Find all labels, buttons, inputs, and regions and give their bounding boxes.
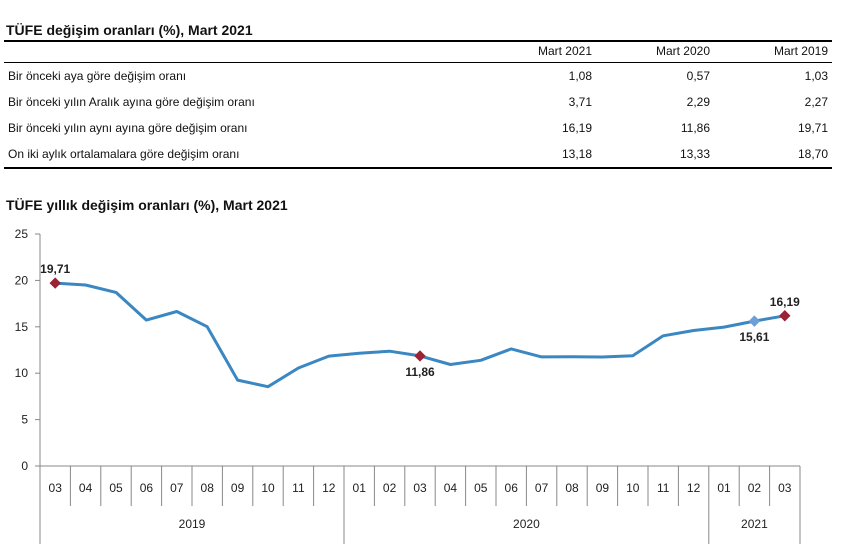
year-label: 2019: [179, 517, 206, 531]
x-tick-label: 10: [626, 481, 640, 495]
stats-table: Mart 2021 Mart 2020 Mart 2019 Bir önceki…: [4, 40, 832, 169]
x-tick-label: 01: [717, 481, 731, 495]
row-label: Bir önceki aya göre değişim oranı: [8, 69, 187, 83]
x-tick-label: 01: [353, 481, 367, 495]
x-tick-label: 03: [778, 481, 792, 495]
data-label: 11,86: [405, 365, 435, 379]
x-tick-label: 02: [383, 481, 397, 495]
cell: 3,71: [568, 95, 592, 109]
y-tick-label: 20: [15, 273, 29, 287]
data-point-marker: [748, 315, 761, 327]
x-tick-label: 03: [413, 481, 427, 495]
cell: 19,71: [797, 121, 828, 135]
x-tick-label: 11: [292, 481, 305, 495]
cell: 18,70: [714, 141, 832, 169]
x-tick-label: 06: [140, 481, 154, 495]
x-tick-label: 02: [748, 481, 762, 495]
y-tick-label: 0: [21, 459, 28, 473]
header-col: Mart 2019: [714, 40, 832, 63]
cell: 13,33: [596, 141, 714, 169]
y-tick-label: 10: [15, 366, 29, 380]
header-empty: [4, 40, 478, 63]
year-label: 2020: [513, 517, 540, 531]
x-tick-label: 12: [687, 481, 701, 495]
data-point-marker: [49, 277, 61, 289]
x-tick-label: 04: [444, 481, 458, 495]
data-point-marker: [414, 350, 426, 362]
y-tick-label: 5: [21, 413, 28, 427]
x-tick-label: 03: [49, 481, 63, 495]
data-point-marker: [779, 310, 791, 322]
table-header-row: Mart 2021 Mart 2020 Mart 2019: [4, 40, 832, 63]
x-tick-label: 06: [505, 481, 519, 495]
x-tick-label: 08: [565, 481, 579, 495]
x-tick-label: 11: [657, 481, 670, 495]
x-tick-label: 12: [322, 481, 336, 495]
cell: 16,19: [561, 121, 592, 135]
y-tick-label: 15: [15, 320, 29, 334]
x-tick-label: 07: [535, 481, 549, 495]
table-row: Bir önceki yılın aynı ayına göre değişim…: [4, 115, 832, 141]
x-tick-label: 05: [109, 481, 123, 495]
header-col: Mart 2021: [478, 40, 596, 63]
cell: 1,08: [568, 69, 592, 83]
x-tick-label: 09: [231, 481, 245, 495]
cell: 11,86: [680, 121, 710, 135]
x-tick-label: 10: [261, 481, 275, 495]
year-label: 2021: [741, 517, 768, 531]
x-tick-label: 07: [170, 481, 184, 495]
data-label: 19,71: [40, 262, 70, 276]
table-row: On iki aylık ortalamalara göre değişim o…: [4, 141, 832, 169]
x-tick-label: 09: [596, 481, 610, 495]
row-label: Bir önceki yılın Aralık ayına göre değiş…: [8, 95, 255, 109]
table-row: Bir önceki aya göre değişim oranı 1,08 0…: [4, 63, 832, 90]
table-row: Bir önceki yılın Aralık ayına göre değiş…: [4, 89, 832, 115]
row-label: On iki aylık ortalamalara göre değişim o…: [4, 141, 478, 169]
cell: 0,57: [686, 69, 710, 83]
chart-title: TÜFE yıllık değişim oranları (%), Mart 2…: [6, 197, 288, 213]
header-col: Mart 2020: [596, 40, 714, 63]
data-label: 15,61: [739, 330, 769, 344]
row-label: Bir önceki yılın aynı ayına göre değişim…: [8, 121, 248, 135]
cell: 13,18: [478, 141, 596, 169]
x-tick-label: 05: [474, 481, 488, 495]
cell: 1,03: [804, 69, 828, 83]
y-tick-label: 25: [15, 227, 29, 241]
data-label: 16,19: [770, 295, 800, 309]
cell: 2,27: [804, 95, 828, 109]
x-tick-label: 08: [201, 481, 215, 495]
x-tick-label: 04: [79, 481, 93, 495]
table-title: TÜFE değişim oranları (%), Mart 2021: [6, 22, 253, 38]
cell: 2,29: [686, 95, 710, 109]
